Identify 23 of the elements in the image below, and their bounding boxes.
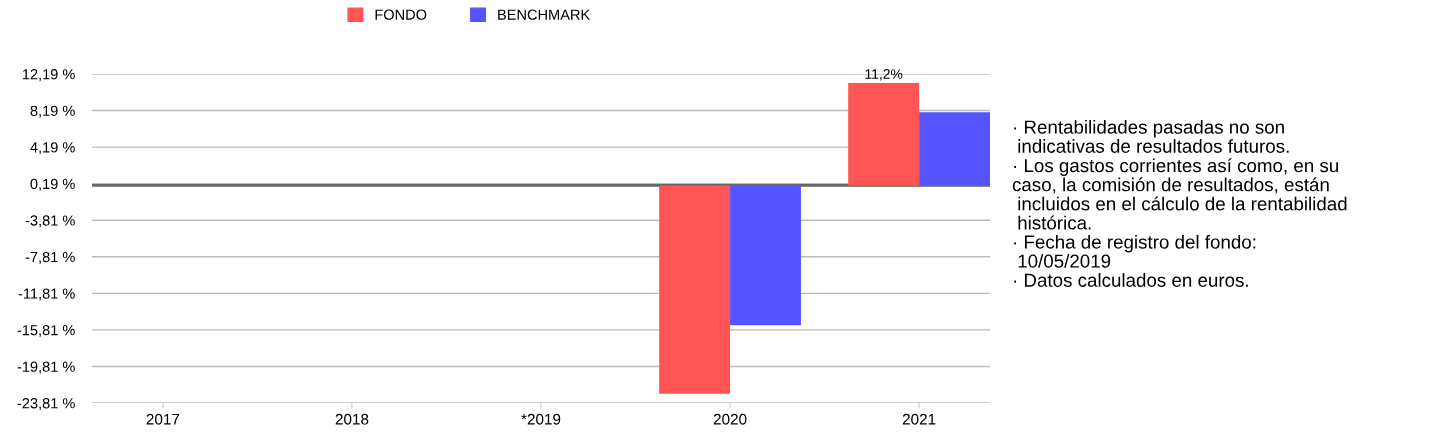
y-tick-label: 0,19 % xyxy=(30,178,75,191)
y-tick-label: 12,19 % xyxy=(22,69,75,82)
bar xyxy=(730,185,801,326)
x-tick-label: 2020 xyxy=(713,413,747,425)
legend-label: BENCHMARK xyxy=(498,9,591,20)
y-tick-label: 8,19 % xyxy=(30,105,75,118)
bar xyxy=(659,185,731,394)
x-tick-label: 2017 xyxy=(146,413,180,425)
y-tick-label: -15,81 % xyxy=(17,324,75,338)
legend-label: FONDO xyxy=(375,9,427,20)
y-tick-label: -3,81 % xyxy=(25,215,75,228)
x-tick-label: *2019 xyxy=(521,413,561,425)
y-tick-label: -19,81 % xyxy=(17,361,75,374)
y-tick-label: 4,19 % xyxy=(30,142,75,155)
bar xyxy=(919,112,990,186)
text: · Rentabilidades pasadas no son indicativas de resultados futuros. · Los gastos corrientes así como, en su caso, la comisión de resultados, están incluidos en el cálculo de la rentabilidad histórica. · Fecha de registro del fondo: 10/05/2019 · Datos calculados en euros. xyxy=(1012,120,1347,287)
x-tick-label: 2021 xyxy=(902,413,936,425)
data-label: 11,2% xyxy=(865,69,903,81)
y-tick-label: -23,81 % xyxy=(17,398,75,411)
bar xyxy=(848,83,920,186)
x-tick-label: 2018 xyxy=(335,413,369,425)
y-tick-label: -7,81 % xyxy=(25,251,75,264)
y-tick-label: -11,81 % xyxy=(18,288,75,301)
